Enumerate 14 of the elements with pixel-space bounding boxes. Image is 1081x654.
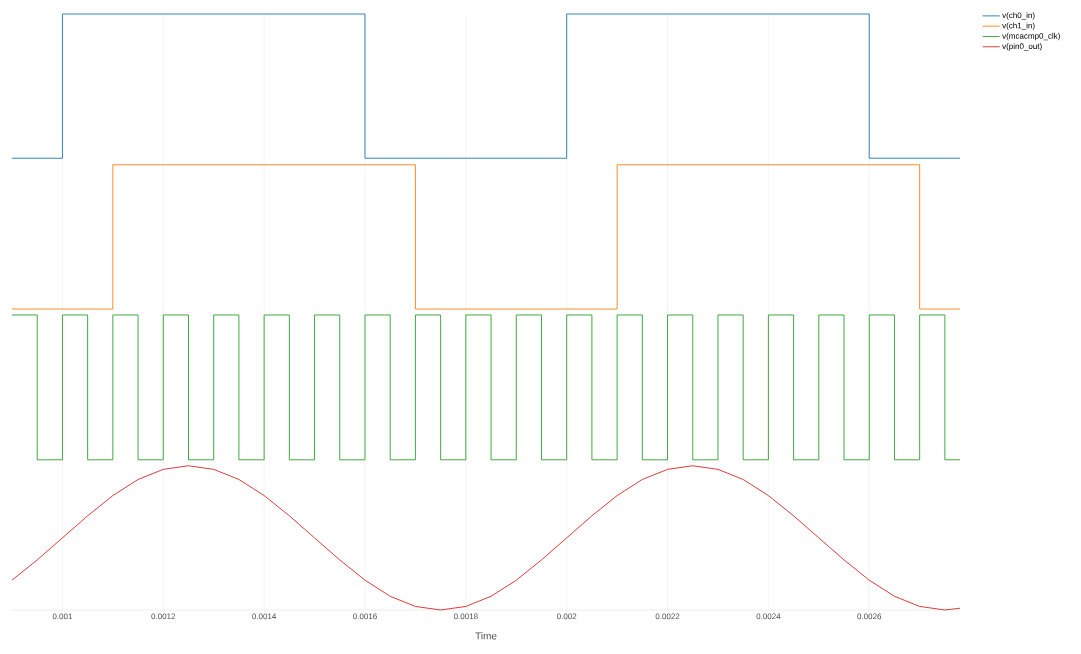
- x-tick-label: 0.001: [52, 613, 73, 620]
- x-tick-label: 0.0014: [252, 613, 277, 620]
- x-tick-label: 0.0016: [353, 613, 377, 620]
- x-tick-label: 0.0024: [756, 613, 781, 620]
- legend-label: v(ch0_in): [1002, 12, 1035, 20]
- x-tick-label: 0.0012: [151, 613, 176, 620]
- x-tick-label: 0.0018: [453, 613, 478, 620]
- legend-label: v(pin0_out): [1002, 43, 1042, 51]
- legend-label: v(mcacmp0_clk): [1002, 32, 1060, 41]
- legend-label: v(ch1_in): [1002, 22, 1035, 30]
- x-axis-title: Time: [475, 632, 497, 640]
- x-tick-label: 0.0022: [655, 613, 680, 620]
- x-tick-label: 0.0026: [857, 613, 882, 620]
- x-tick-label: 0.002: [556, 613, 577, 620]
